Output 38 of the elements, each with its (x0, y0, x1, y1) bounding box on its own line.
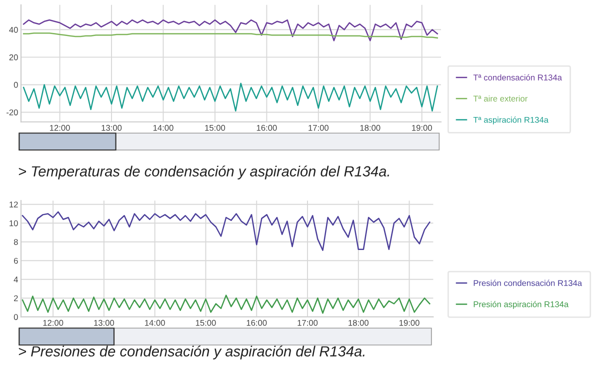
x-tick-label: 12:00 (50, 124, 70, 131)
x-tick-label: 14:00 (145, 320, 165, 326)
y-tick-label: -20 (6, 109, 18, 116)
legend-label: Tª condensación R134a (473, 74, 562, 80)
x-tick-label: 15:00 (205, 124, 226, 131)
text: > Temperaturas de condensación y aspiración del R134a. (18, 166, 390, 180)
y-tick-label: 4 (14, 276, 18, 282)
legend-label: Presión condensación R134a (474, 280, 582, 286)
x-tick-label: 17:00 (308, 124, 329, 131)
x-tick-label: 12:00 (43, 320, 64, 326)
y-tick-label: 10 (10, 220, 18, 226)
line-series (22, 19, 438, 42)
x-tick-label: 15:00 (196, 320, 216, 326)
y-tick-label: 6 (14, 258, 18, 264)
x-tick-label: 19:00 (412, 124, 432, 131)
line-series (22, 82, 438, 112)
y-tick-label: 8 (14, 239, 18, 245)
legend-label: Tª aire exterior (473, 95, 528, 102)
x-tick-label: 14:00 (153, 124, 174, 131)
y-tick-label: 2 (14, 295, 18, 302)
text: > Presiones de condensación y aspiración del R134a. (18, 346, 364, 360)
x-tick-label: 18:00 (360, 124, 380, 131)
x-tick-label: 18:00 (348, 320, 368, 326)
y-tick-label: 0 (14, 314, 18, 320)
x-tick-label: 16:00 (246, 320, 267, 326)
x-tick-label: 16:00 (256, 124, 277, 131)
x-tick-label: 13:00 (102, 124, 122, 131)
line-series (22, 294, 430, 314)
legend-label: Tª aspiración R134a (473, 116, 549, 124)
x-tick-label: 13:00 (94, 320, 114, 326)
y-tick-label: 12 (10, 202, 18, 208)
line-series (22, 211, 430, 251)
x-tick-label: 17:00 (298, 320, 318, 326)
legend-label: Presión aspiración R134a (474, 300, 569, 309)
x-tick-label: 19:00 (399, 320, 420, 326)
y-tick-label: 20 (9, 54, 18, 60)
y-tick-label: 40 (9, 26, 18, 33)
y-tick-label: 0 (14, 82, 18, 88)
